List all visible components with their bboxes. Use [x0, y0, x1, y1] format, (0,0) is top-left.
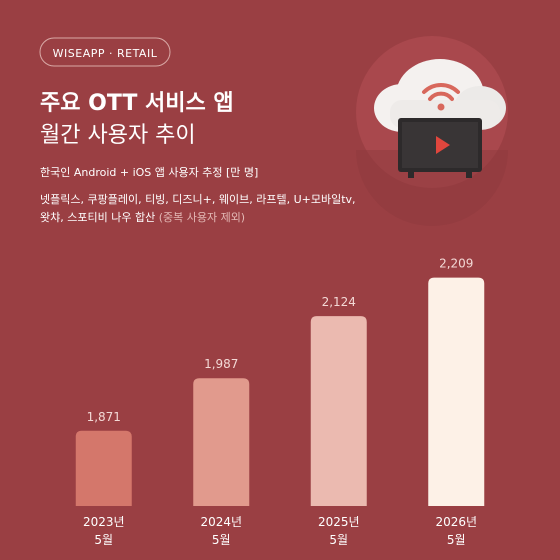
x-tick-label: 2024년	[200, 515, 242, 529]
chart-title: 주요 OTT 서비스 앱	[40, 91, 234, 116]
bar	[428, 277, 485, 506]
x-tick-label: 5월	[329, 533, 348, 547]
note: 넷플릭스, 쿠팡플레이, 티빙, 디즈니+, 웨이브, 라프텔, U+모바일tv…	[40, 192, 356, 206]
chart-title: 월간 사용자 추이	[40, 123, 196, 148]
value-label: 1,987	[204, 357, 238, 371]
bar	[75, 430, 132, 506]
value-label: 2,209	[439, 257, 473, 271]
note: 왓챠, 스포티비 나우 합산	[40, 211, 155, 224]
note: 왓챠, 스포티비 나우 합산 (중복 사용자 제외)	[40, 211, 245, 224]
value-label: 1,871	[87, 410, 121, 424]
illustration	[356, 36, 508, 226]
x-tick-label: 2023년	[83, 515, 125, 529]
value-label: 2,124	[322, 295, 356, 309]
bar	[193, 378, 250, 506]
x-tick-label: 5월	[94, 533, 113, 547]
chart-subtitle: 한국인 Android + iOS 앱 사용자 추정 [만 명]	[40, 166, 258, 179]
x-tick-label: 2026년	[435, 515, 477, 529]
x-tick-label: 2025년	[318, 515, 360, 529]
brand: WISEAPP · RETAIL	[53, 47, 158, 60]
brand-badge	[39, 37, 171, 67]
x-tick-label: 5월	[212, 533, 231, 547]
bar	[310, 316, 367, 506]
x-tick-label: 5월	[447, 533, 466, 547]
note: (중복 사용자 제외)	[159, 211, 245, 224]
